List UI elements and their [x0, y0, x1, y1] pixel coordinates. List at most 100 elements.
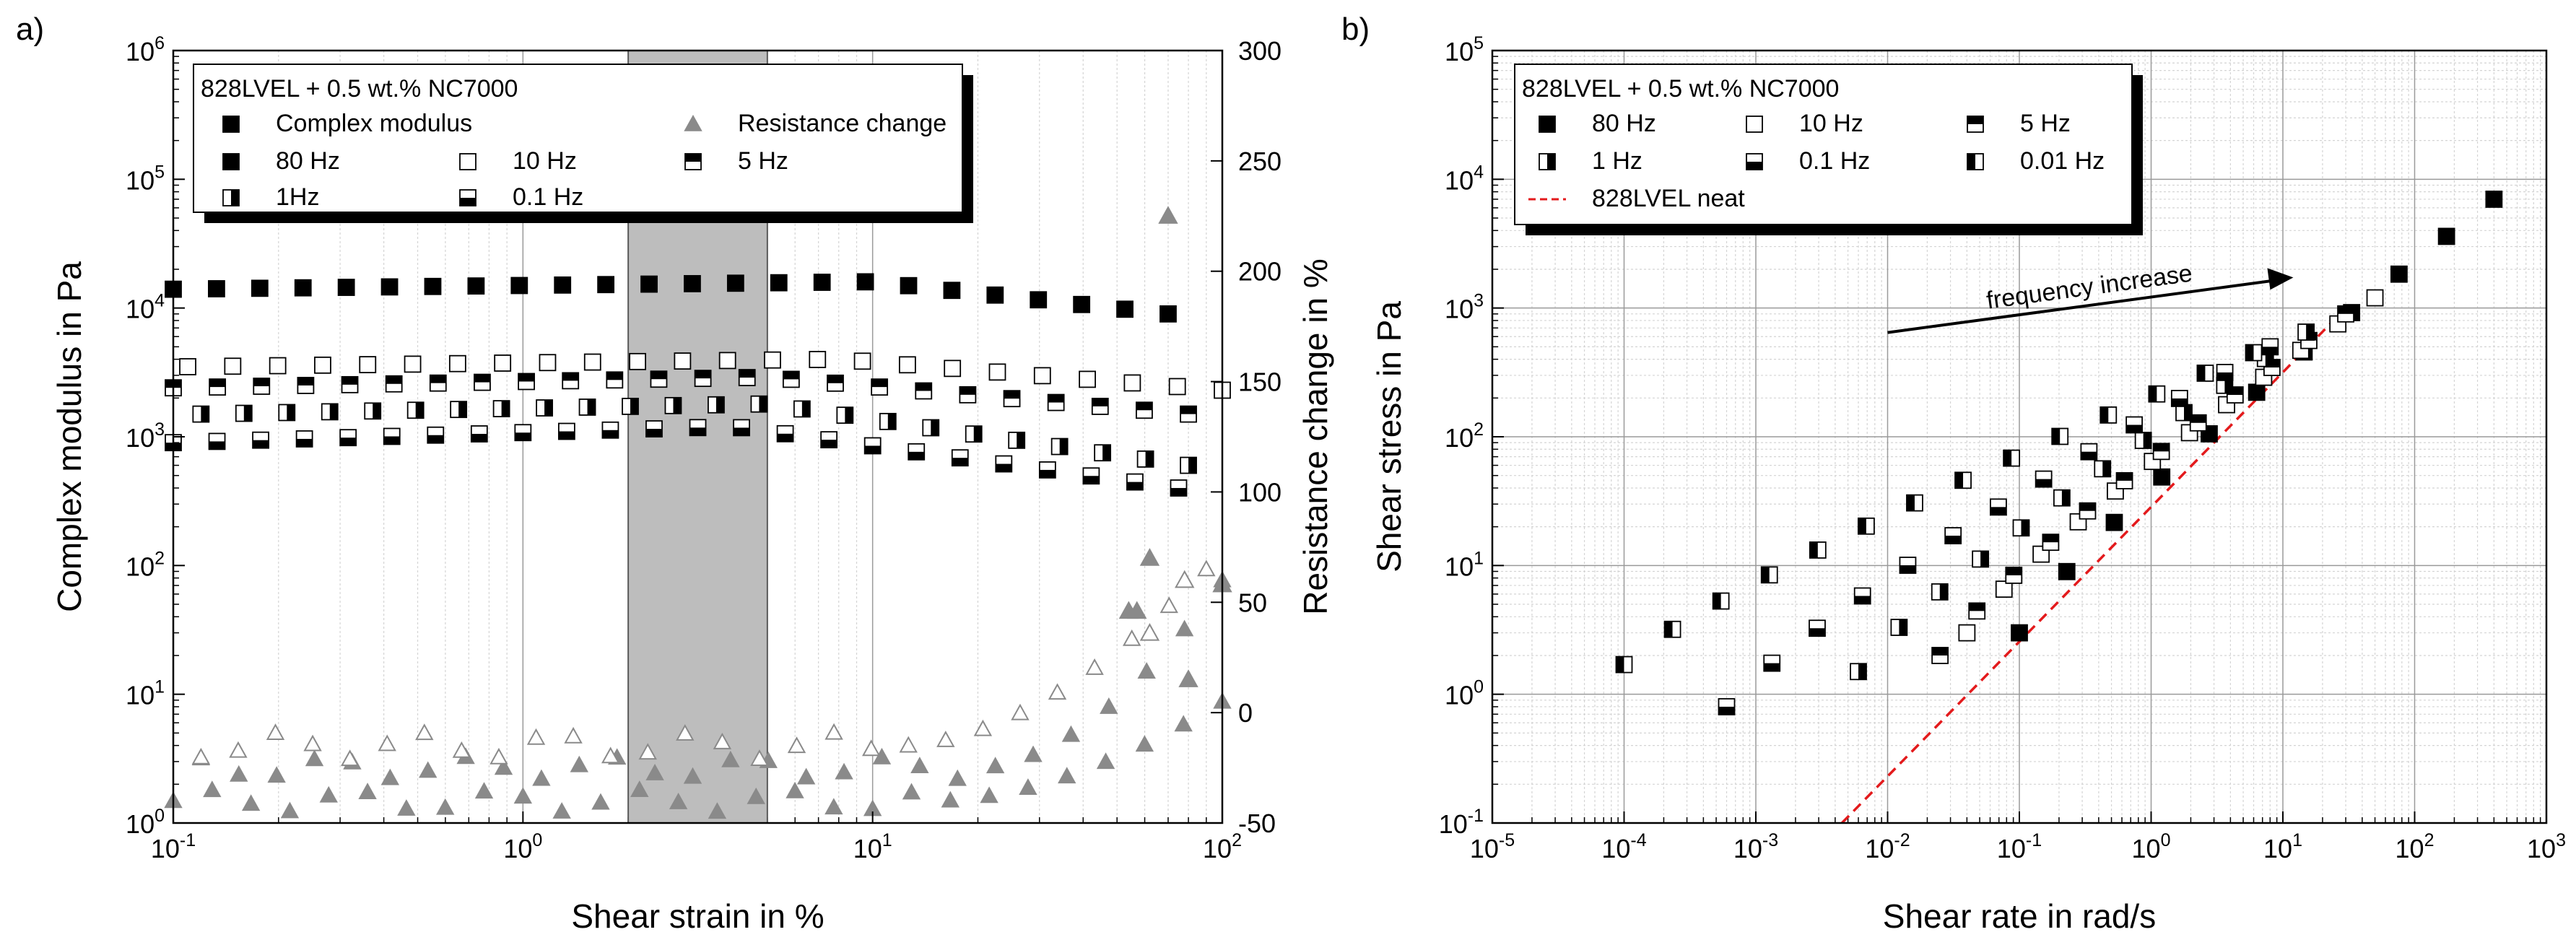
x-tick-label-b: 10-5: [1470, 830, 1515, 863]
modulus-point: [820, 431, 838, 449]
resistance-point: [872, 747, 892, 765]
resistance-point: [203, 780, 222, 798]
resistance-point: [676, 724, 695, 741]
modulus-point: [295, 430, 313, 448]
modulus-point: [674, 352, 692, 370]
modulus-point: [208, 432, 226, 450]
y-tick-label-b: 100: [1445, 677, 1484, 710]
stress-point: [2134, 432, 2152, 449]
y2-tick-label-a: 0: [1238, 698, 1253, 728]
modulus-point: [321, 403, 339, 421]
y-tick-label-a: 104: [126, 291, 165, 324]
modulus-point: [900, 276, 918, 295]
modulus-point: [965, 425, 983, 443]
modulus-point: [179, 358, 196, 375]
x-tick-label-a: 100: [503, 830, 542, 863]
y-tick-label-b: 102: [1445, 419, 1484, 453]
stress-point: [1972, 550, 1990, 568]
resistance-point: [419, 761, 438, 778]
modulus-point: [853, 352, 871, 370]
legend-label: 10 Hz: [513, 147, 577, 175]
modulus-point: [385, 375, 403, 393]
modulus-point: [192, 405, 210, 423]
modulus-point: [951, 449, 969, 467]
resistance-point: [747, 787, 765, 804]
resistance-point: [1135, 735, 1154, 752]
resistance-point: [1061, 725, 1081, 742]
resistance-point: [1011, 703, 1030, 720]
modulus-point: [944, 360, 962, 378]
legend-marker: [1746, 116, 1763, 133]
modulus-point: [314, 356, 331, 374]
x-axis-label-a: Shear strain in %: [571, 897, 824, 935]
legend-marker: [222, 116, 240, 133]
modulus-point: [776, 424, 794, 443]
modulus-point: [726, 274, 744, 292]
stress-point: [1809, 619, 1826, 637]
stress-point: [1763, 654, 1781, 672]
x-tick-label-b: 10-4: [1601, 830, 1646, 863]
resistance-point: [1158, 206, 1178, 224]
resistance-point: [601, 746, 620, 764]
modulus-point: [995, 455, 1013, 473]
resistance-point: [786, 781, 804, 798]
y-tick-label-b: 10-1: [1439, 806, 1484, 839]
resistance-point: [570, 755, 588, 772]
stress-point: [2051, 427, 2069, 445]
panel-b-label: b): [1341, 12, 1370, 47]
stress-series: [1615, 191, 2503, 715]
modulus-point: [251, 279, 269, 297]
stress-point: [2011, 624, 2028, 642]
annotation-arrowhead: [2267, 268, 2294, 290]
resistance-point: [824, 798, 843, 815]
resistance-point: [191, 747, 211, 765]
modulus-point: [297, 377, 315, 394]
modulus-point: [539, 354, 557, 372]
stress-point: [1663, 620, 1681, 638]
stress-point: [2153, 468, 2171, 486]
resistance-point: [267, 766, 286, 783]
stress-point: [1906, 494, 1923, 512]
stress-point: [2094, 460, 2112, 478]
resistance-point: [936, 731, 955, 747]
resistance-point: [305, 749, 324, 767]
modulus-point: [915, 382, 933, 400]
modulus-point: [252, 431, 269, 449]
modulus-point: [694, 370, 712, 388]
legend-title: 828LVEL + 0.5 wt.% NC7000: [201, 75, 518, 103]
legend-marker: [1539, 153, 1556, 170]
modulus-point: [278, 404, 296, 422]
resistance-point: [1175, 619, 1194, 637]
modulus-point: [640, 275, 658, 293]
modulus-point: [448, 354, 466, 373]
stress-point: [1850, 663, 1867, 681]
resistance-point: [1174, 715, 1193, 732]
x-tick-label-a: 101: [853, 830, 892, 863]
resistance-point: [902, 783, 921, 800]
resistance-point: [564, 726, 583, 744]
y2-tick-label-a: 250: [1238, 147, 1282, 176]
legend-marker: [1967, 116, 1984, 133]
stress-point: [2125, 416, 2144, 434]
resistance-point: [630, 780, 649, 797]
modulus-point: [253, 378, 271, 395]
y-tick-label-b: 105: [1445, 33, 1484, 66]
resistance-point: [796, 767, 816, 785]
modulus-point: [922, 419, 940, 437]
modulus-point: [536, 399, 553, 417]
modulus-point: [510, 276, 528, 295]
stress-point: [1899, 557, 1917, 574]
modulus-point: [294, 279, 312, 297]
legend-label: 0.1 Hz: [1799, 147, 1870, 175]
resistance-point: [266, 723, 285, 741]
modulus-point: [429, 374, 447, 392]
stress-point: [2297, 323, 2315, 341]
stress-point: [1760, 566, 1778, 584]
modulus-point: [622, 397, 639, 415]
resistance-point: [319, 785, 338, 803]
modulus-point: [554, 276, 572, 294]
stress-point: [2152, 443, 2170, 461]
modulus-point: [1030, 291, 1048, 309]
resistance-point: [494, 758, 513, 775]
